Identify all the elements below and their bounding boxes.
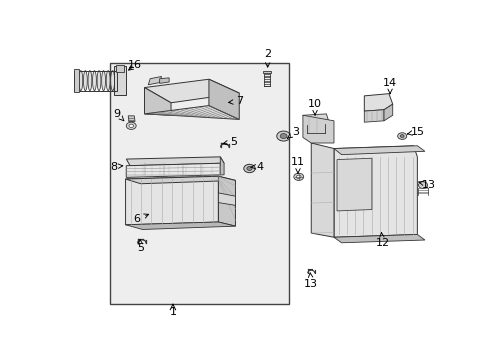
Polygon shape: [74, 69, 79, 92]
Text: 2: 2: [264, 49, 271, 67]
Text: 3: 3: [287, 127, 299, 138]
Circle shape: [296, 175, 301, 179]
Polygon shape: [144, 79, 239, 103]
Ellipse shape: [102, 71, 105, 91]
Text: 11: 11: [290, 157, 305, 173]
Text: 5: 5: [137, 239, 144, 253]
Ellipse shape: [111, 71, 114, 91]
Polygon shape: [333, 234, 424, 243]
Polygon shape: [116, 66, 124, 72]
Polygon shape: [333, 146, 416, 237]
Polygon shape: [218, 193, 235, 205]
Polygon shape: [364, 94, 392, 111]
Text: 13: 13: [304, 273, 318, 289]
Circle shape: [276, 131, 290, 141]
Ellipse shape: [79, 71, 82, 91]
Text: 7: 7: [228, 96, 243, 107]
Polygon shape: [125, 222, 235, 229]
Ellipse shape: [74, 71, 78, 91]
Polygon shape: [302, 115, 333, 143]
Circle shape: [400, 135, 403, 138]
Text: 14: 14: [382, 77, 396, 94]
Polygon shape: [220, 157, 224, 175]
Text: 9: 9: [113, 109, 123, 121]
Polygon shape: [333, 146, 424, 155]
Circle shape: [293, 173, 303, 180]
Text: 13: 13: [418, 180, 435, 190]
Circle shape: [280, 134, 286, 139]
Ellipse shape: [97, 71, 101, 91]
Polygon shape: [364, 110, 383, 122]
Polygon shape: [128, 116, 135, 121]
Text: 6: 6: [133, 214, 148, 224]
Polygon shape: [126, 157, 224, 166]
Text: 5: 5: [223, 136, 237, 147]
Polygon shape: [218, 176, 235, 226]
Circle shape: [244, 164, 255, 173]
Circle shape: [129, 124, 133, 127]
Polygon shape: [144, 105, 239, 120]
Bar: [110, 63, 288, 304]
Polygon shape: [336, 158, 371, 211]
Circle shape: [418, 182, 427, 188]
Text: 15: 15: [407, 127, 424, 137]
Circle shape: [397, 133, 406, 139]
Polygon shape: [311, 143, 333, 237]
Polygon shape: [383, 104, 392, 121]
Polygon shape: [148, 76, 161, 85]
Text: 10: 10: [307, 99, 322, 115]
Polygon shape: [208, 79, 239, 120]
Polygon shape: [144, 87, 171, 115]
Text: 12: 12: [375, 233, 389, 248]
Polygon shape: [114, 66, 125, 95]
Ellipse shape: [106, 71, 110, 91]
Polygon shape: [159, 78, 169, 84]
Text: 4: 4: [250, 162, 263, 172]
Polygon shape: [302, 114, 329, 125]
Circle shape: [246, 167, 252, 170]
Polygon shape: [125, 176, 235, 184]
Circle shape: [126, 122, 136, 129]
Ellipse shape: [88, 71, 92, 91]
Polygon shape: [263, 71, 270, 73]
Polygon shape: [125, 176, 218, 225]
Ellipse shape: [92, 71, 96, 91]
Text: 16: 16: [128, 60, 142, 70]
Ellipse shape: [83, 71, 87, 91]
Text: 1: 1: [169, 307, 176, 317]
Text: 8: 8: [110, 162, 122, 172]
Polygon shape: [126, 163, 220, 177]
